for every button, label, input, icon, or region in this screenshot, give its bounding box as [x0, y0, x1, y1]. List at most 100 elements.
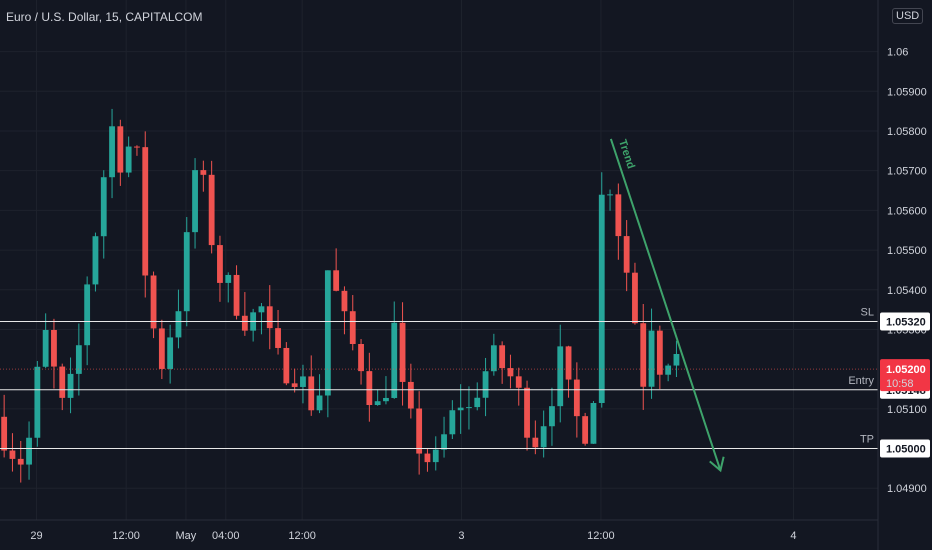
- price-axis[interactable]: 1.06 1.05900 1.05800 1.05700 1.05600 1.05500 1…: [887, 47, 927, 496]
- candle-body: [507, 368, 514, 377]
- candle-body: [26, 437, 32, 465]
- candle-body: [9, 450, 16, 459]
- candle-body: [17, 458, 24, 465]
- candle-body: [449, 410, 456, 435]
- candle-body: [557, 346, 564, 407]
- candle-body: [366, 371, 373, 406]
- candle-body: [316, 395, 323, 411]
- candle-body: [333, 270, 340, 291]
- candle-body: [457, 407, 464, 411]
- price-tick-label: 1.05400: [887, 285, 927, 297]
- candle-body: [75, 345, 82, 374]
- current-price-tag: 1.05200: [886, 364, 926, 376]
- candle-body: [51, 329, 57, 367]
- time-tick-label: 4: [790, 530, 796, 542]
- candle-body: [275, 328, 281, 348]
- candle-body: [341, 290, 348, 312]
- price-tick-label: 1.04900: [887, 483, 927, 495]
- candle-body: [532, 437, 539, 448]
- candle-body: [358, 344, 364, 372]
- price-tick-label: 1.05600: [887, 205, 927, 217]
- candle-body: [92, 236, 99, 285]
- candle-body: [441, 434, 447, 450]
- candle-body: [640, 323, 647, 387]
- candle-body: [167, 337, 174, 369]
- candle-body: [100, 177, 107, 237]
- level-tag-sl: 1.05320: [886, 317, 926, 329]
- price-tick-label: 1.05700: [887, 166, 927, 178]
- candle-body: [300, 376, 306, 387]
- candle-body: [217, 245, 223, 283]
- candle-body: [565, 346, 572, 380]
- candle-body: [490, 345, 497, 372]
- candle-body: [673, 354, 680, 366]
- candle-body: [150, 275, 157, 329]
- candle-body: [573, 379, 580, 417]
- candle-body: [266, 306, 273, 329]
- candle-body: [383, 397, 389, 402]
- price-tick-label: 1.06: [887, 47, 908, 59]
- trend-annotation: Trend: [609, 138, 725, 473]
- price-axis-background: [878, 0, 932, 520]
- candle-body: [424, 453, 431, 463]
- vertical-gridlines: [36, 0, 794, 520]
- candle-body: [607, 194, 613, 196]
- candle-body: [407, 381, 414, 409]
- candle-body: [665, 365, 672, 375]
- trade-levels: SL Entry TP: [0, 307, 878, 450]
- candle-body: [283, 347, 290, 384]
- level-tag-bg: [880, 312, 930, 331]
- candle-body: [524, 387, 530, 438]
- level-tag-tp: 1.05000: [886, 444, 926, 456]
- time-tick-label: 29: [30, 530, 42, 542]
- level-name-tp: TP: [860, 434, 874, 446]
- candle-body: [291, 383, 298, 387]
- candle-body: [233, 274, 240, 316]
- time-tick-label: 3: [458, 530, 464, 542]
- currency-button[interactable]: USD: [892, 8, 924, 24]
- candle-body: [200, 170, 207, 175]
- time-tick-label: 12:00: [288, 530, 316, 542]
- current-price-tag-bg: [880, 359, 930, 392]
- level-tag-bg: [880, 439, 930, 458]
- candle-body: [67, 373, 74, 398]
- candle-body: [158, 328, 165, 369]
- time-axis[interactable]: 29 12:00 May 04:00 12:00 3 12:00 4: [30, 530, 796, 542]
- horizontal-gridlines: [0, 51, 878, 489]
- price-tick-label: 1.05100: [887, 404, 927, 416]
- candle-body: [225, 274, 232, 283]
- price-tick-label: 1.05500: [887, 245, 927, 257]
- time-tick-label: 04:00: [212, 530, 240, 542]
- candle-body: [656, 330, 663, 375]
- candle-body: [1, 416, 8, 451]
- level-name-sl: SL: [861, 307, 874, 319]
- price-tick-label: 1.05800: [887, 126, 927, 138]
- candle-body: [590, 403, 597, 444]
- candle-body: [349, 311, 356, 345]
- candle-body: [109, 126, 115, 178]
- candle-body: [416, 408, 423, 454]
- candle-body: [482, 371, 489, 398]
- candle-body: [324, 270, 331, 396]
- candle-body: [432, 449, 439, 463]
- candle-body: [540, 426, 547, 448]
- candle-body: [632, 272, 638, 324]
- candle-body: [208, 174, 215, 246]
- candle-body: [134, 146, 140, 148]
- level-name-entry: Entry: [848, 375, 874, 387]
- candle-body: [241, 315, 248, 331]
- candle-body: [42, 329, 49, 367]
- candlestick-series: [1, 108, 680, 483]
- candle-body: [399, 322, 406, 382]
- candle-body: [598, 194, 605, 404]
- candle-body: [474, 397, 481, 408]
- candle-body: [391, 322, 398, 398]
- time-tick-label: 12:00: [112, 530, 140, 542]
- candle-body: [192, 170, 198, 233]
- time-tick-label: May: [176, 530, 197, 542]
- candle-body: [258, 306, 265, 313]
- price-tick-label: 1.05900: [887, 86, 927, 98]
- trend-arrow-head: [709, 456, 725, 473]
- candle-body: [549, 406, 555, 427]
